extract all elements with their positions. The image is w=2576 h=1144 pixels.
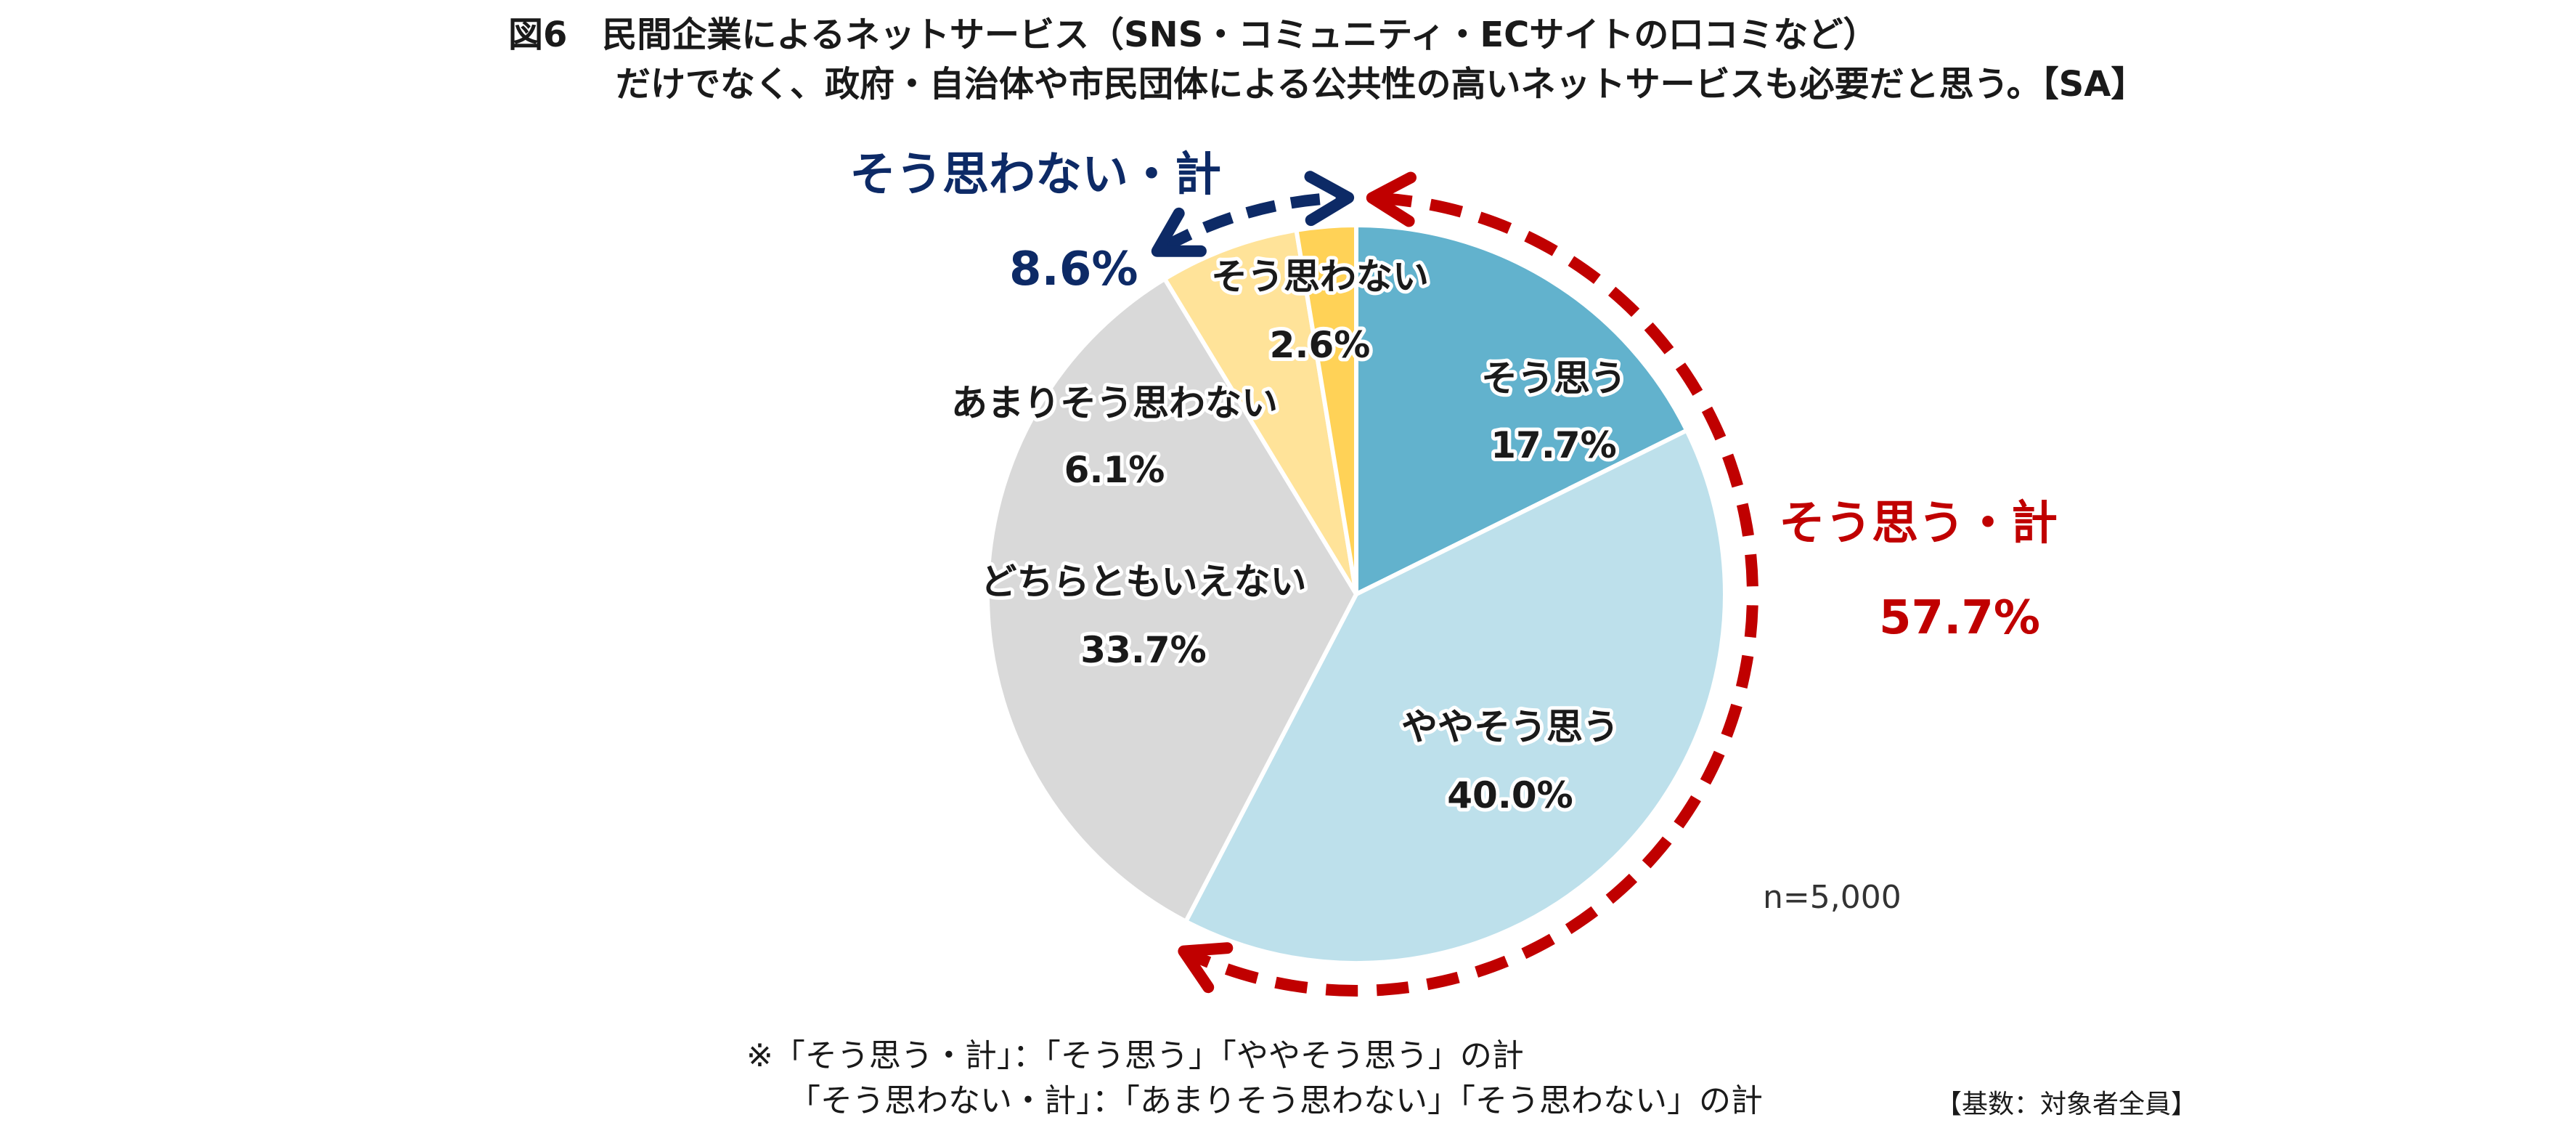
chart-title-line2: だけでなく、政府・自治体や市民団体による公共性の高いネットサービスも必要だと思う… xyxy=(616,64,2145,105)
slice-name-label-5: そう思わない xyxy=(1211,256,1429,298)
slice-name-label-1: そう思う xyxy=(1481,357,1626,399)
slices-layer xyxy=(985,222,1727,966)
sample-size: n=5,000 xyxy=(1763,879,1902,916)
disagree-total-value: 8.6% xyxy=(1009,243,1138,296)
slice-name-label-4: あまりそう思わない xyxy=(951,382,1278,424)
pie-slice-1 xyxy=(1354,222,1690,598)
disagree-total-label: そう思わない・計 xyxy=(849,148,1221,202)
agree-total-label: そう思う・計 xyxy=(1779,497,2058,551)
pie-slice-5 xyxy=(1294,222,1358,595)
pie-slice-3 xyxy=(985,275,1359,925)
arrows-layer xyxy=(1151,171,1758,997)
slice-value-label-5: 2.6% xyxy=(1270,324,1371,366)
slice-name-label-3: どちらともいえない xyxy=(981,561,1307,603)
slice-value-label-4: 6.1% xyxy=(1064,449,1165,491)
pie-slice-2 xyxy=(1183,427,1727,966)
slice-value-label-3: 33.7% xyxy=(1080,629,1206,671)
agree-arrowhead-end xyxy=(1178,942,1234,994)
slice-name-label-2: ややそう思う xyxy=(1401,706,1619,748)
slice-value-label-2: 40.0% xyxy=(1447,774,1573,816)
note-line1: ※「そう思う・計」：「そう思う」「ややそう思う」の計 xyxy=(746,1037,1524,1074)
chart-title-line1: 図6 民間企業によるネットサービス（SNS・コミュニティ・ECサイトの口コミなど… xyxy=(508,15,1878,55)
slice-value-label-1: 17.7% xyxy=(1491,424,1616,466)
agree-total-value: 57.7% xyxy=(1879,591,2040,645)
disagree-total-arc xyxy=(1161,192,1341,253)
base-note: 【基数：対象者全員】 xyxy=(1936,1090,2197,1119)
pie-slice-4 xyxy=(1162,227,1358,596)
note-line2: 「そう思わない・計」：「あまりそう思わない」「そう思わない」の計 xyxy=(788,1082,1763,1119)
text-layer: 図6 民間企業によるネットサービス（SNS・コミュニティ・ECサイトの口コミなど… xyxy=(508,15,2197,1119)
disagree-arrowhead-end xyxy=(1304,171,1355,227)
agree-total-arc xyxy=(1188,192,1758,997)
agree-arrowhead-start xyxy=(1366,171,1417,227)
disagree-arrowhead-start xyxy=(1151,207,1207,257)
